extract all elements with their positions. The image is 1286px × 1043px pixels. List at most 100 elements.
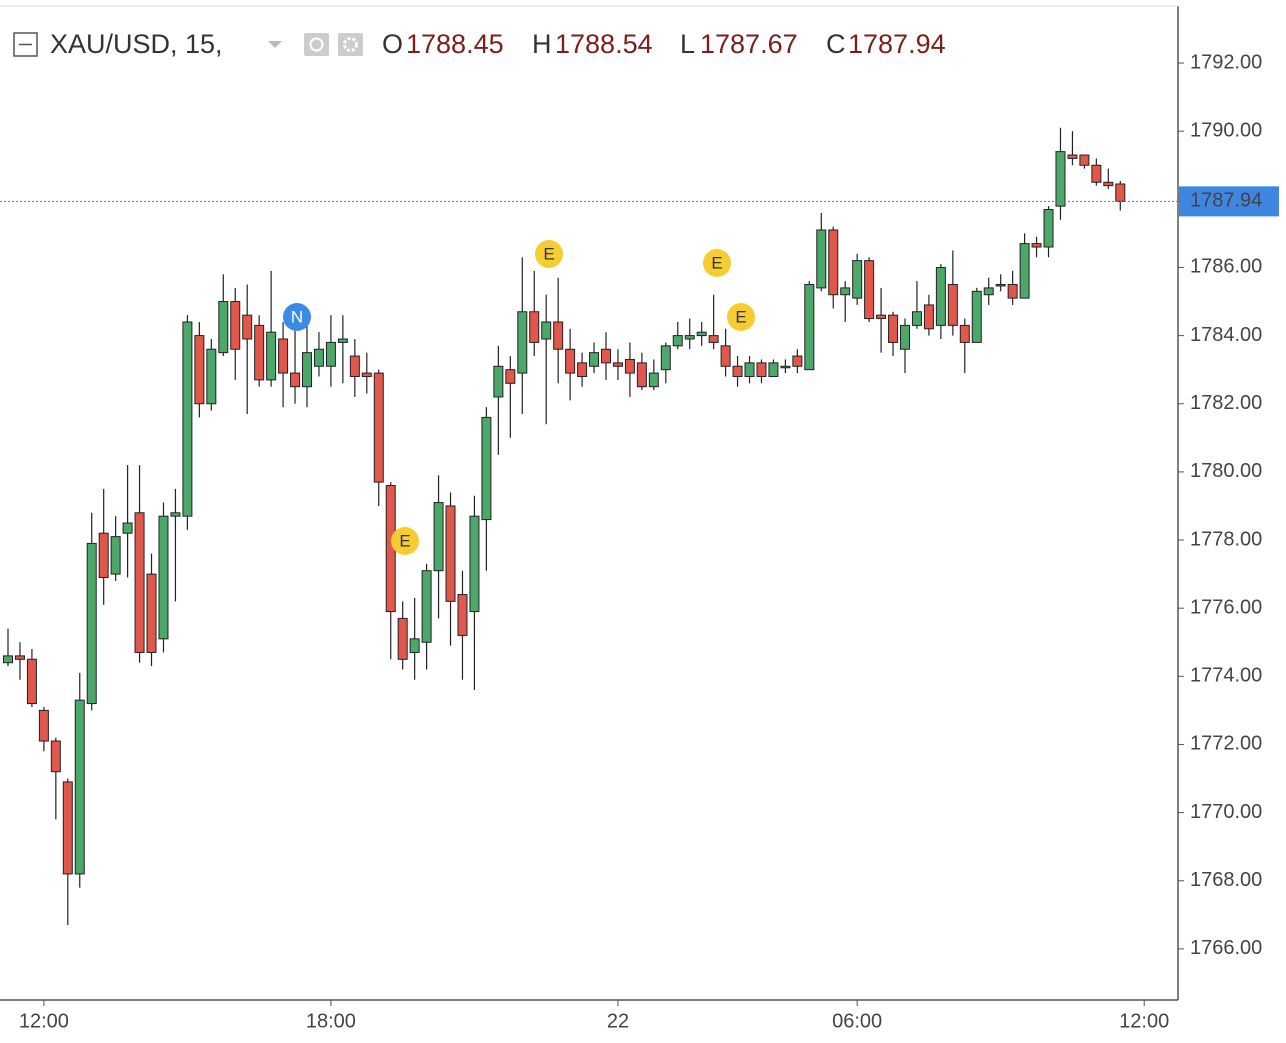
high-value: 1788.54 <box>555 29 653 59</box>
candle-body <box>74 699 85 875</box>
candle-body <box>565 348 576 374</box>
event-marker-label: E <box>543 244 554 263</box>
candle-body <box>313 348 324 367</box>
candle-body <box>26 658 37 705</box>
candle-body <box>1007 283 1018 299</box>
y-tick-label: 1768.00 <box>1190 869 1262 891</box>
close-label: C <box>826 29 846 59</box>
symbol: XAU/USD, 15, <box>50 29 223 59</box>
event-marker[interactable] <box>391 527 419 555</box>
open-value: 1788.45 <box>406 29 504 59</box>
event-marker[interactable] <box>283 303 311 331</box>
candle-body <box>50 740 61 773</box>
candle-body <box>325 341 336 367</box>
candle-body <box>804 283 815 371</box>
candle-body <box>1091 164 1102 183</box>
candle-body <box>636 362 647 388</box>
candle-body <box>828 229 839 296</box>
last-price-tag <box>1179 186 1279 217</box>
candle-body <box>888 314 899 343</box>
candle-body <box>409 638 420 653</box>
candle-body <box>98 532 109 579</box>
y-tick-label: 1790.00 <box>1190 119 1262 141</box>
candle-body <box>660 345 671 371</box>
candle-body <box>1043 209 1054 248</box>
candle-body <box>62 781 73 875</box>
dropdown-caret[interactable] <box>268 41 282 48</box>
candle-body <box>601 348 611 364</box>
last-price-label: 1787.94 <box>1190 190 1262 212</box>
low-label: L <box>680 29 695 59</box>
event-marker[interactable] <box>703 249 731 277</box>
candle-body <box>218 301 229 354</box>
collapse-icon[interactable] <box>13 32 38 57</box>
candle-body <box>900 324 910 350</box>
y-tick-label: 1778.00 <box>1190 528 1262 550</box>
candle-body <box>672 335 683 347</box>
candle-body <box>935 266 946 326</box>
high-label: H <box>532 29 552 59</box>
low-value: 1787.67 <box>700 29 798 59</box>
candle-body <box>433 502 444 572</box>
x-tick-label: 22 <box>607 1010 629 1032</box>
candle-body <box>696 331 707 337</box>
candle-body <box>1103 181 1114 187</box>
candle-body <box>206 348 217 405</box>
y-tick-label: 1780.00 <box>1190 460 1262 482</box>
candle-body <box>756 362 767 377</box>
candle-body <box>182 321 193 517</box>
candle-body <box>947 283 958 326</box>
candle-body <box>876 314 887 320</box>
candle-body <box>923 304 934 330</box>
candle-body <box>971 290 982 343</box>
y-tick-label: 1784.00 <box>1190 324 1262 346</box>
candle-body <box>768 362 779 377</box>
candle-body <box>517 311 528 374</box>
close-value: 1787.94 <box>848 29 946 59</box>
candle-body <box>290 372 301 388</box>
candle-body <box>852 260 863 299</box>
candle-body <box>720 345 731 367</box>
legend-header: XAU/USD, 15, O 1788.45 H 1788.54 L 1787.… <box>13 29 946 59</box>
candle-body <box>577 362 588 377</box>
y-tick-label: 1782.00 <box>1190 392 1262 414</box>
plot-area <box>3 127 1126 926</box>
candle-body <box>230 301 241 350</box>
candle-body <box>158 515 169 640</box>
y-tick-label: 1786.00 <box>1190 256 1262 278</box>
candle-body <box>995 283 1006 287</box>
event-marker[interactable] <box>727 303 755 331</box>
candle-body <box>445 505 456 602</box>
candle-body <box>481 416 492 521</box>
candle-body <box>194 335 205 405</box>
event-marker-label: E <box>735 307 746 326</box>
candle-body <box>744 362 755 377</box>
event-marker[interactable] <box>535 240 563 268</box>
y-tick-label: 1770.00 <box>1190 801 1262 823</box>
event-marker-label: N <box>291 307 303 326</box>
candle-body <box>254 324 265 381</box>
x-tick-label: 12:00 <box>1119 1010 1169 1032</box>
candle-body <box>110 536 121 575</box>
candle-body <box>86 542 97 705</box>
candle-body <box>373 372 384 483</box>
x-tick-label: 12:00 <box>19 1010 69 1032</box>
open-label: O <box>382 29 403 59</box>
candle-body <box>3 655 13 664</box>
candle-body <box>266 331 277 381</box>
y-tick-label: 1766.00 <box>1190 937 1262 959</box>
candle-body <box>816 229 827 289</box>
candle-body <box>529 311 540 343</box>
candle-body <box>589 352 600 367</box>
candle-body <box>983 287 994 296</box>
candle-body <box>146 573 157 653</box>
candle-body <box>302 352 312 388</box>
visibility-icon[interactable] <box>304 33 329 56</box>
y-tick-label: 1792.00 <box>1190 51 1262 73</box>
candle-body <box>493 365 504 398</box>
settings-icon[interactable] <box>338 33 363 56</box>
candle-body <box>792 355 803 367</box>
candle-body <box>14 655 25 660</box>
